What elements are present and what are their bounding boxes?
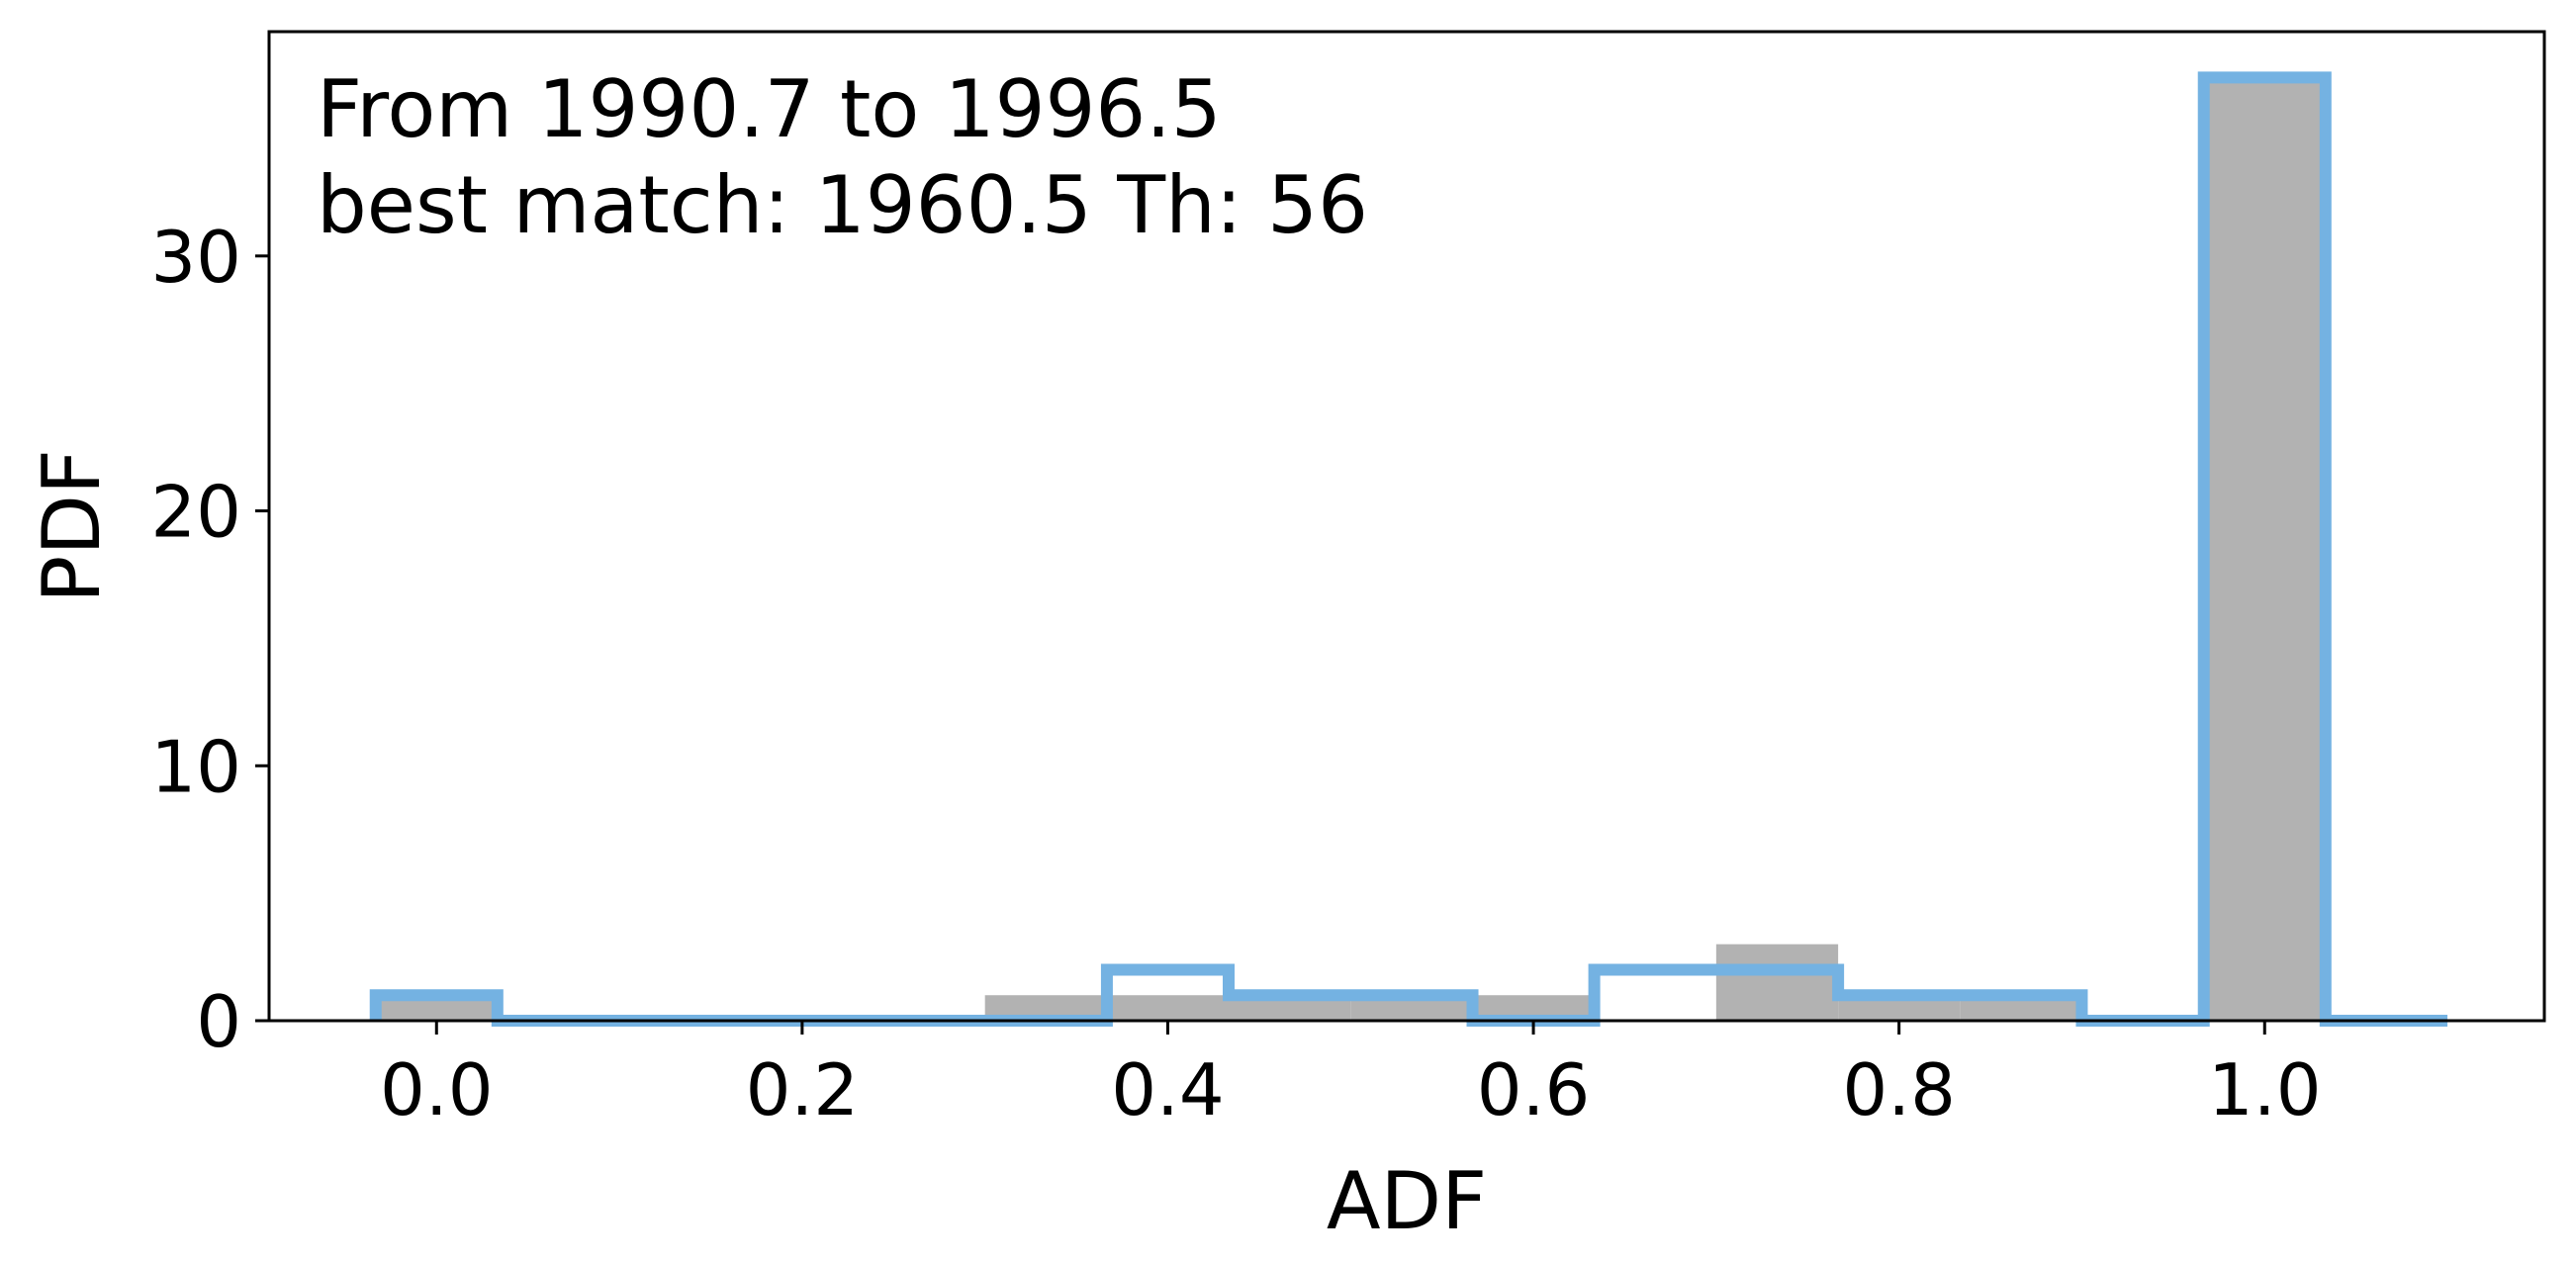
annotation-best-match: best match: 1960.5 Th: 56 <box>317 159 1368 251</box>
histogram-bar <box>1715 944 1839 1021</box>
y-tick-label: 30 <box>150 216 241 299</box>
y-axis: 0 10 20 30 <box>150 216 269 1063</box>
x-axis-label: ADF <box>1327 1155 1487 1247</box>
y-tick-label: 10 <box>150 725 241 808</box>
histogram-bar <box>2203 77 2326 1022</box>
y-tick-label: 0 <box>196 980 241 1063</box>
x-tick-label: 0.2 <box>746 1048 860 1131</box>
x-tick-label: 1.0 <box>2208 1048 2322 1131</box>
annotation-range: From 1990.7 to 1996.5 <box>317 63 1222 155</box>
x-tick-label: 0.8 <box>1842 1048 1956 1131</box>
x-tick-label: 0.4 <box>1111 1048 1225 1131</box>
x-axis: 0.0 0.2 0.4 0.6 0.8 1.0 <box>380 1021 2322 1131</box>
plot-frame <box>267 30 2546 1023</box>
y-tick-label: 20 <box>150 471 241 554</box>
x-tick-label: 0.6 <box>1477 1048 1591 1131</box>
y-axis-label: PDF <box>26 449 118 603</box>
x-tick-label: 0.0 <box>380 1048 494 1131</box>
histogram-bar <box>1106 995 1230 1021</box>
